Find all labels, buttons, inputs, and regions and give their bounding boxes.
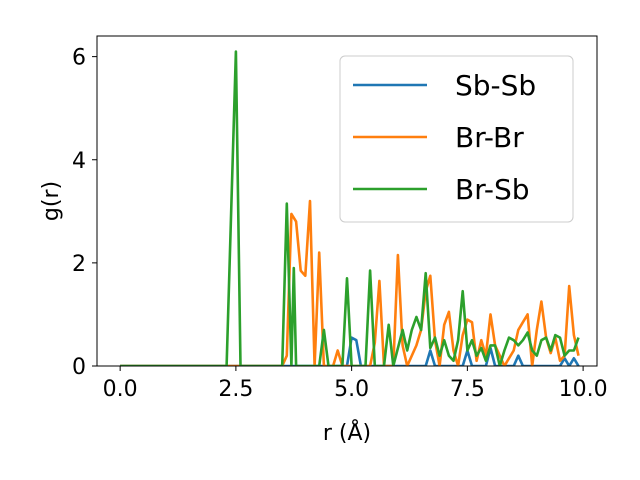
x-axis-label: r (Å) [323, 419, 371, 446]
series-line-sb-sb [120, 336, 580, 366]
legend-box [339, 55, 574, 223]
legend: Sb-Sb Br-Br Br-Sb [339, 55, 574, 223]
legend-label: Br-Sb [455, 173, 530, 206]
series-line-br-br [120, 199, 580, 366]
series-layer [120, 50, 580, 366]
x-axis: 0.0 2.5 5.0 7.5 10.0 [103, 366, 608, 402]
y-tick-label: 4 [72, 149, 86, 174]
y-axis-label: g(r) [39, 181, 64, 221]
series-line-br-sb [120, 50, 580, 366]
axes-frame [96, 35, 598, 367]
x-tick-label: 2.5 [218, 377, 253, 402]
x-tick-label: 10.0 [559, 377, 608, 402]
y-tick-label: 2 [72, 252, 86, 277]
x-tick-label: 0.0 [103, 377, 138, 402]
y-tick-label: 6 [72, 46, 86, 71]
y-axis: 0 2 4 6 [72, 46, 97, 380]
legend-label: Sb-Sb [455, 69, 536, 102]
legend-label: Br-Br [455, 121, 524, 154]
y-tick-label: 0 [72, 355, 86, 380]
x-tick-label: 5.0 [334, 377, 369, 402]
x-tick-label: 7.5 [450, 377, 485, 402]
